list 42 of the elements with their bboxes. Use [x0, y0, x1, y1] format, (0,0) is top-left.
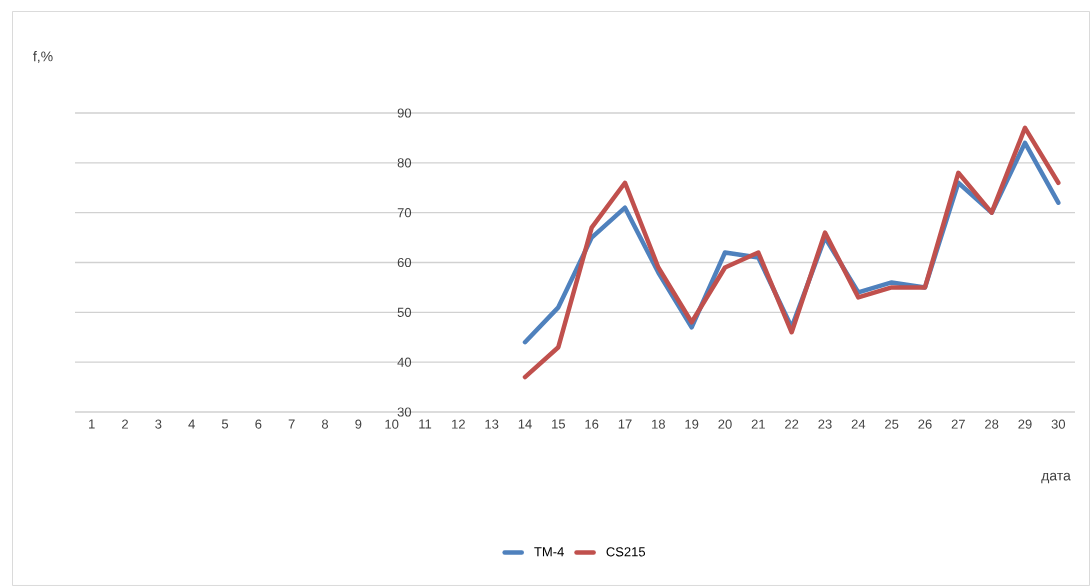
- x-tick-label: 28: [985, 419, 999, 429]
- x-tick-label: 13: [485, 419, 499, 429]
- y-tick-label: 80: [397, 158, 412, 168]
- x-tick-label: 7: [288, 419, 295, 429]
- y-tick-label: 50: [397, 307, 412, 317]
- y-tick-label: 60: [397, 257, 412, 268]
- x-tick-label: 3: [155, 419, 162, 429]
- x-tick-label: 8: [321, 419, 329, 429]
- y-axis-title: f,%: [33, 51, 53, 63]
- y-tick-label: 90: [397, 108, 412, 118]
- x-tick-label: 12: [452, 419, 465, 429]
- x-tick-label: 24: [851, 419, 866, 429]
- x-tick-label: 1: [89, 419, 95, 429]
- x-tick-label: 10: [385, 419, 399, 429]
- x-tick-label: 17: [618, 419, 632, 429]
- x-tick-label: 22: [785, 419, 799, 429]
- x-tick-label: 6: [255, 419, 262, 429]
- x-tick-label: 25: [885, 419, 899, 429]
- x-tick-label: 20: [718, 419, 732, 429]
- x-tick-label: 30: [1051, 419, 1066, 429]
- x-tick-label: 21: [751, 419, 765, 429]
- x-tick-label: 9: [355, 419, 362, 429]
- x-tick-label: 14: [518, 419, 532, 429]
- y-tick-label: 70: [397, 208, 412, 218]
- x-tick-label: 11: [419, 419, 432, 429]
- legend-label: CS215: [606, 547, 646, 557]
- x-tick-label: 4: [188, 419, 195, 429]
- x-tick-label: 16: [585, 419, 599, 429]
- x-tick-label: 27: [951, 419, 965, 429]
- line-series: [522, 125, 1061, 380]
- y-tick-label: 40: [397, 357, 412, 367]
- x-tick-label: 19: [685, 419, 699, 429]
- x-tick-label: 2: [122, 419, 128, 429]
- x-tick-label: 23: [818, 419, 832, 429]
- x-axis-title: дата: [1041, 472, 1071, 484]
- x-tick-label: 29: [1018, 419, 1032, 429]
- x-tick-label: 18: [652, 419, 665, 429]
- x-tick-label: 5: [221, 419, 229, 429]
- x-tick-label: 26: [918, 419, 932, 429]
- legend-label: TM-4: [534, 547, 564, 557]
- y-tick-label: 30: [397, 407, 412, 417]
- x-tick-label: 15: [552, 419, 566, 429]
